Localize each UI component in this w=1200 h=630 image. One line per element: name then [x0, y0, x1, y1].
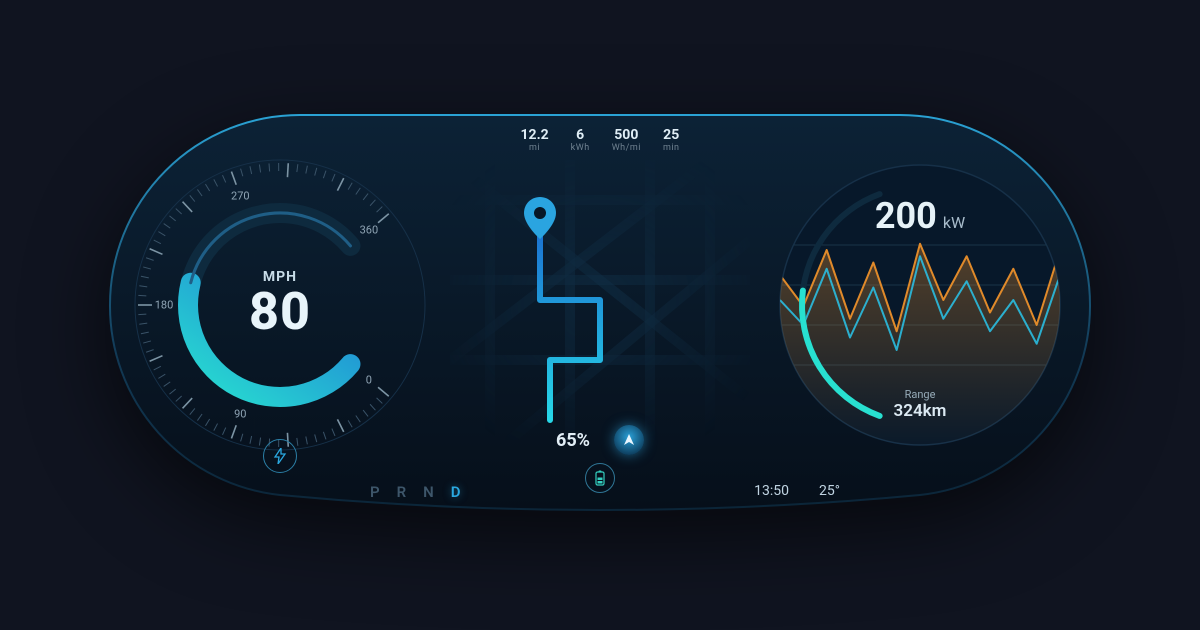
trip-stats-bar: 12.2mi 6kWh 500Wh/mi 25min — [521, 127, 680, 153]
speedo-tick-label: 180 — [155, 299, 174, 312]
power-unit: kW — [943, 213, 965, 232]
trip-stat-unit: mi — [521, 143, 549, 153]
outside-temp: 25° — [819, 483, 840, 499]
speedo-tick-label: 0 — [366, 373, 372, 386]
speedo-tick-label: 360 — [360, 224, 379, 237]
battery-details-button[interactable] — [585, 463, 615, 493]
navigation-map[interactable] — [450, 160, 750, 440]
battery-nav-row: 65% — [556, 425, 644, 455]
trip-stat: 12.2mi — [521, 127, 549, 153]
trip-stat-value: 6 — [571, 127, 590, 143]
range-label: Range — [770, 388, 1070, 401]
trip-stat-unit: Wh/mi — [612, 143, 641, 153]
clock-time: 13:50 — [754, 483, 789, 499]
gear-position[interactable]: P — [370, 483, 383, 501]
range-value: 324km — [770, 401, 1070, 421]
speedo-tick-label: 270 — [231, 189, 250, 202]
speed-value: 80 — [249, 281, 311, 342]
gear-position[interactable]: N — [423, 483, 437, 501]
recenter-button[interactable] — [614, 425, 644, 455]
drive-mode-button[interactable] — [263, 439, 297, 473]
trip-stat-value: 12.2 — [521, 127, 549, 143]
battery-percent: 65% — [556, 430, 590, 451]
trip-stat-unit: kWh — [571, 143, 590, 153]
trip-stat-value: 25 — [663, 127, 680, 143]
power-gauge: 200 kW Range 324km — [770, 155, 1070, 455]
gear-position[interactable]: R — [397, 483, 410, 501]
trip-stat-unit: min — [663, 143, 680, 153]
speedometer: MPH 80 090180270360 — [130, 155, 430, 455]
gear-position[interactable]: D — [451, 483, 464, 501]
time-temp-bar: 13:50 25° — [754, 483, 840, 499]
instrument-cluster: MPH 80 090180270360 12.2mi6kWh500Wh/mi25… — [100, 105, 1100, 525]
trip-stat-value: 500 — [612, 127, 641, 143]
battery-icon — [594, 470, 606, 486]
speedo-tick-label: 90 — [234, 408, 246, 421]
gear-selector: PRND — [370, 483, 464, 501]
trip-stat: 6kWh — [571, 127, 590, 153]
destination-pin-icon — [524, 197, 556, 239]
bolt-icon — [273, 448, 287, 464]
trip-stat: 25min — [663, 127, 680, 153]
trip-stat: 500Wh/mi — [612, 127, 641, 153]
power-value: 200 — [875, 195, 937, 237]
nav-arrow-icon — [622, 433, 636, 447]
